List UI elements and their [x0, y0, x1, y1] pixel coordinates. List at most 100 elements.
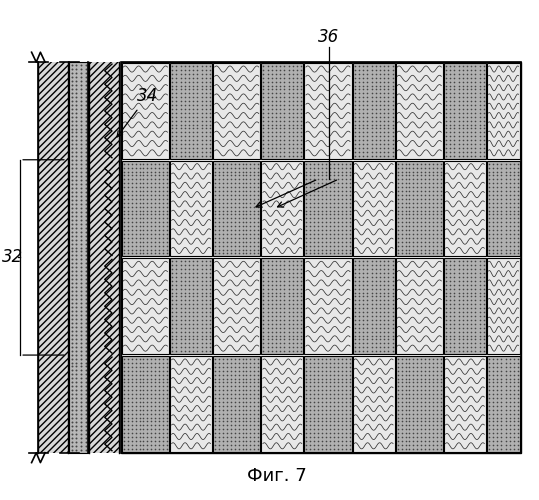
- Point: [231, 210, 239, 218]
- Point: [306, 433, 315, 441]
- Point: [367, 113, 376, 121]
- Point: [367, 94, 376, 102]
- Point: [493, 210, 502, 218]
- Point: [345, 406, 354, 413]
- Point: [189, 74, 197, 82]
- Point: [81, 446, 90, 454]
- Point: [123, 426, 132, 434]
- Point: [206, 148, 215, 156]
- Point: [215, 370, 223, 378]
- Point: [250, 429, 259, 437]
- Point: [314, 168, 322, 175]
- Point: [72, 374, 80, 382]
- Point: [462, 292, 471, 300]
- Point: [350, 90, 359, 98]
- Point: [272, 332, 280, 340]
- Point: [384, 152, 393, 160]
- Point: [158, 390, 167, 398]
- Point: [123, 238, 132, 246]
- Point: [437, 426, 445, 434]
- Point: [413, 195, 421, 203]
- Point: [72, 442, 80, 450]
- Point: [405, 242, 414, 250]
- Point: [489, 172, 497, 179]
- Point: [231, 168, 239, 175]
- Point: [341, 374, 350, 382]
- Point: [81, 362, 90, 370]
- Point: [242, 176, 251, 184]
- Point: [206, 86, 215, 94]
- Point: [77, 287, 85, 295]
- Point: [384, 136, 393, 144]
- Point: [376, 328, 384, 336]
- Point: [329, 382, 338, 390]
- Point: [72, 184, 80, 192]
- Point: [189, 281, 197, 289]
- Point: [441, 128, 450, 136]
- Point: [193, 136, 202, 144]
- Point: [480, 304, 488, 312]
- Point: [310, 422, 319, 430]
- Point: [393, 426, 402, 434]
- Point: [246, 445, 255, 453]
- Point: [123, 370, 132, 378]
- Point: [246, 386, 255, 394]
- Point: [202, 136, 210, 144]
- Point: [454, 140, 463, 148]
- Point: [288, 86, 297, 94]
- Point: [376, 292, 384, 300]
- Point: [355, 120, 363, 128]
- Point: [250, 382, 259, 390]
- Point: [405, 210, 414, 218]
- Point: [135, 363, 144, 371]
- Point: [433, 222, 441, 230]
- Bar: [170, 63, 212, 159]
- Point: [120, 378, 128, 386]
- Point: [72, 236, 80, 244]
- Point: [417, 374, 425, 382]
- Point: [433, 230, 441, 238]
- Point: [359, 324, 368, 332]
- Point: [376, 277, 384, 285]
- Point: [388, 328, 397, 336]
- Point: [363, 340, 371, 347]
- Point: [185, 324, 194, 332]
- Point: [480, 273, 488, 281]
- Point: [480, 262, 488, 270]
- Point: [417, 218, 425, 226]
- Point: [514, 210, 522, 218]
- Point: [413, 426, 421, 434]
- Point: [168, 132, 176, 140]
- Point: [67, 144, 76, 152]
- Point: [185, 66, 194, 74]
- Point: [489, 183, 497, 191]
- Point: [371, 144, 380, 152]
- Point: [314, 422, 322, 430]
- Point: [371, 140, 380, 148]
- Point: [462, 109, 471, 117]
- Point: [234, 402, 243, 410]
- Point: [509, 183, 518, 191]
- Point: [376, 320, 384, 328]
- Point: [181, 292, 189, 300]
- Point: [72, 120, 80, 128]
- Point: [123, 179, 132, 187]
- Point: [234, 386, 243, 394]
- Point: [67, 442, 76, 450]
- Point: [405, 172, 414, 179]
- Point: [132, 164, 140, 172]
- Point: [493, 168, 502, 175]
- Point: [302, 191, 311, 199]
- Point: [384, 281, 393, 289]
- Point: [514, 226, 522, 234]
- Point: [285, 312, 293, 320]
- Point: [246, 210, 255, 218]
- Point: [77, 374, 85, 382]
- Point: [397, 206, 406, 214]
- Point: [211, 202, 219, 210]
- Point: [242, 191, 251, 199]
- Point: [417, 202, 425, 210]
- Point: [285, 128, 293, 136]
- Point: [147, 218, 156, 226]
- Point: [139, 222, 148, 230]
